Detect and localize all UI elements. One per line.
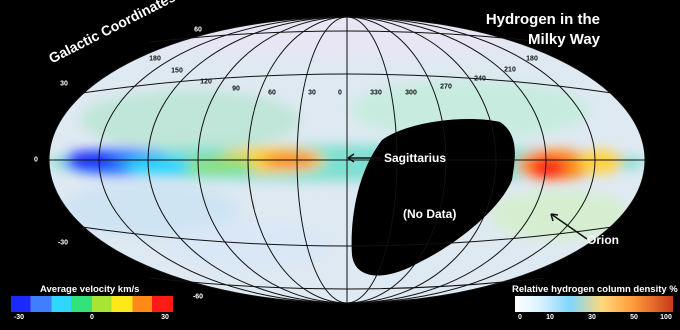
lon-tick-210: 210 bbox=[504, 66, 516, 74]
lat-tick-0: 0 bbox=[34, 156, 38, 164]
lon-tick-90: 90 bbox=[232, 85, 240, 93]
lon-tick-150: 150 bbox=[171, 67, 183, 75]
velocity-tick-zero: 0 bbox=[90, 314, 94, 321]
no-data-label: (No Data) bbox=[403, 207, 457, 221]
density-tick-10: 10 bbox=[546, 314, 554, 321]
velocity-tick-max: 30 bbox=[161, 314, 169, 321]
orion-label: Orion bbox=[587, 233, 619, 247]
graticule bbox=[48, 16, 646, 304]
lon-tick-300: 300 bbox=[405, 89, 417, 97]
density-color-bar bbox=[515, 296, 673, 312]
density-tick-50: 50 bbox=[630, 314, 638, 321]
lat-tick-minus-60: -60 bbox=[192, 293, 204, 301]
density-tick-0: 0 bbox=[518, 314, 522, 321]
sagittarius-label: Sagittarius bbox=[384, 151, 447, 165]
map-title: Hydrogen in the Milky Way bbox=[486, 10, 600, 50]
lon-tick-330: 330 bbox=[370, 89, 382, 97]
lon-tick-240: 240 bbox=[474, 75, 486, 83]
no-data-region bbox=[351, 119, 515, 276]
lon-tick-120: 120 bbox=[200, 78, 212, 86]
orion-arrow bbox=[550, 213, 588, 240]
lat-tick-minus-30: -30 bbox=[57, 239, 69, 247]
lon-tick-60: 60 bbox=[268, 89, 276, 97]
density-legend-title: Relative hydrogen column density % bbox=[512, 284, 678, 295]
density-tick-30: 30 bbox=[588, 314, 596, 321]
lon-tick-0: 0 bbox=[338, 89, 342, 97]
lat-tick-60: 60 bbox=[194, 26, 202, 34]
lon-tick-180-right: 180 bbox=[526, 55, 538, 63]
sagittarius-arrow bbox=[347, 153, 382, 163]
velocity-color-bar bbox=[11, 296, 173, 312]
density-tick-100: 100 bbox=[660, 314, 672, 321]
lon-tick-270: 270 bbox=[440, 83, 452, 91]
lat-tick-30: 30 bbox=[60, 80, 68, 88]
velocity-legend-title: Average velocity km/s bbox=[40, 284, 140, 295]
velocity-tick-min: -30 bbox=[13, 314, 25, 321]
lon-tick-30: 30 bbox=[308, 89, 316, 97]
lon-tick-180-left: 180 bbox=[149, 55, 161, 63]
title-line-2: Milky Way bbox=[528, 31, 600, 48]
title-line-1: Hydrogen in the bbox=[485, 11, 600, 28]
